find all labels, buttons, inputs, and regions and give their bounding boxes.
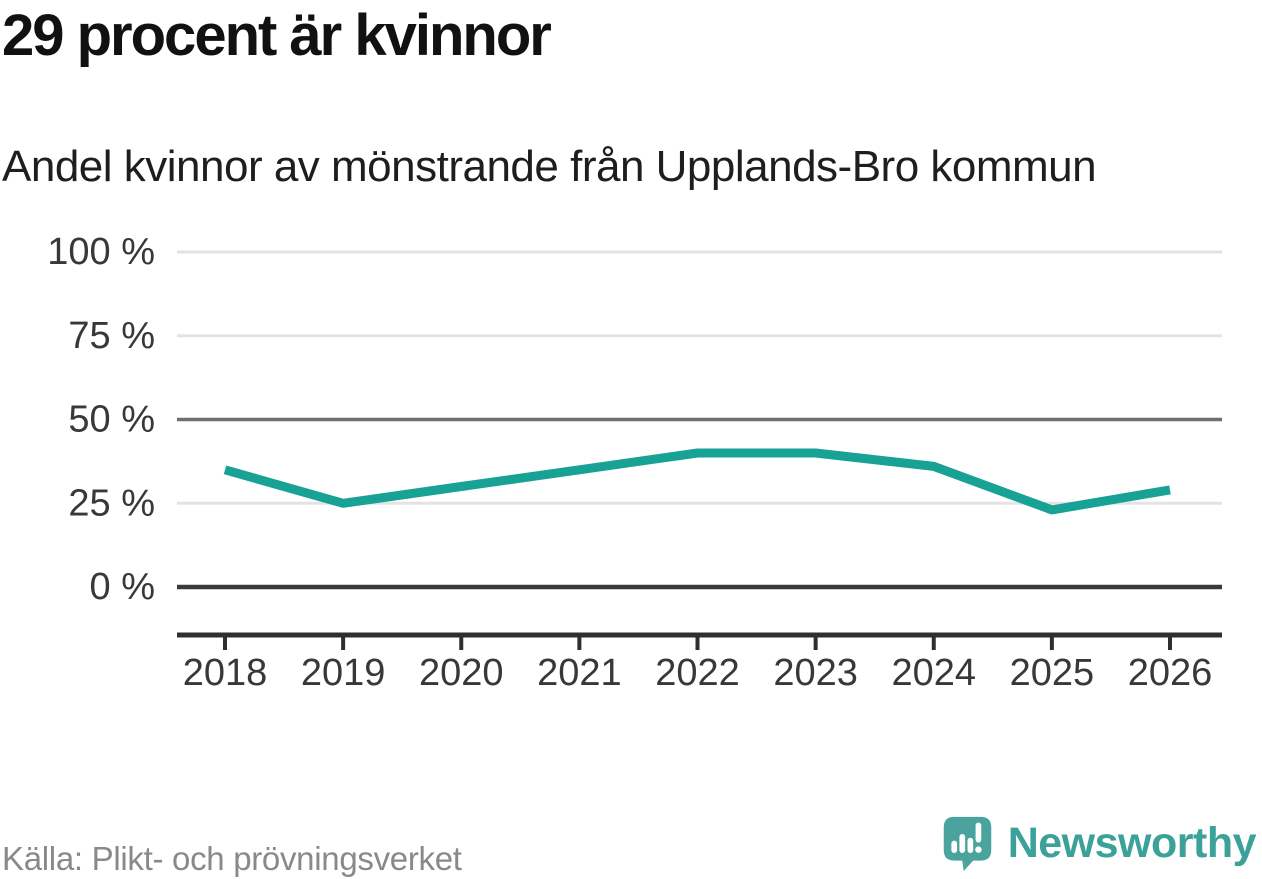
newsworthy-logo-icon (943, 816, 991, 872)
source-note: Källa: Plikt- och prövningsverket (2, 840, 462, 877)
y-axis-label-100: 100 % (47, 231, 155, 273)
x-axis-label-2022: 2022 (655, 652, 740, 694)
x-axis-label-2026: 2026 (1128, 652, 1213, 694)
chart-subtitle: Andel kvinnor av mönstrande från Uppland… (2, 142, 1097, 191)
branding: Newsworthy (939, 814, 1257, 872)
y-axis-label-25: 25 % (68, 482, 155, 524)
x-axis-label-2019: 2019 (301, 652, 386, 694)
x-axis-label-2023: 2023 (773, 652, 858, 694)
data-line-0 (223, 448, 1171, 515)
x-axis-label-2025: 2025 (1010, 652, 1095, 694)
page-title: 29 procent är kvinnor (2, 3, 552, 68)
y-axis-label-0: 0 % (90, 566, 155, 608)
x-axis-label-2021: 2021 (537, 652, 622, 694)
branding-wordmark: Newsworthy (1007, 818, 1257, 867)
x-axis-label-2018: 2018 (183, 652, 268, 694)
x-axis-label-2024: 2024 (891, 652, 976, 694)
y-axis-label-75: 75 % (68, 315, 155, 357)
y-axis-label-50: 50 % (68, 399, 155, 441)
line-chart: 0 % 25 % 50 % 75 % 100 % 2018 2019 2020 2021 2022… (47, 231, 1222, 694)
x-axis-label-2020: 2020 (419, 652, 504, 694)
